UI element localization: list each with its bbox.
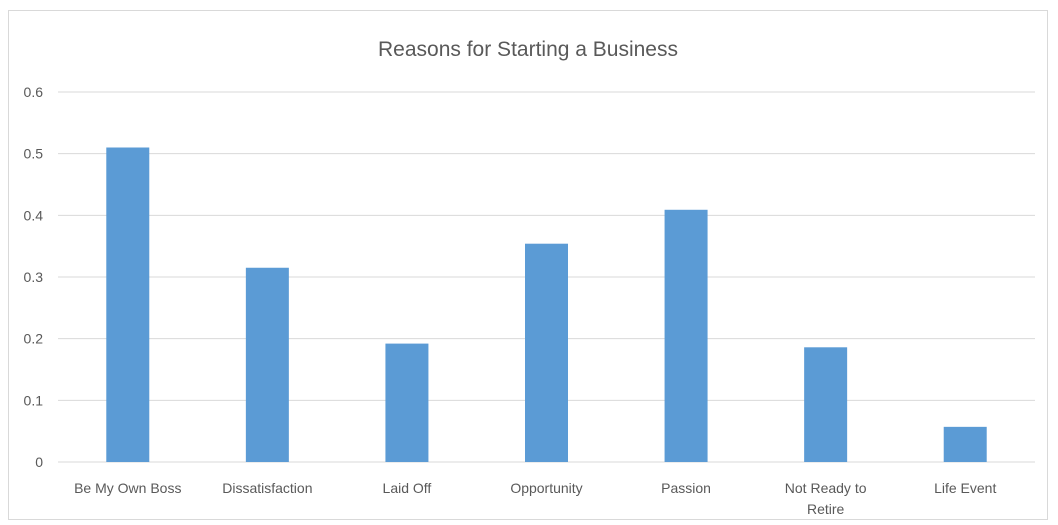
x-tick-label: Retire <box>807 501 845 517</box>
y-tick-label: 0.3 <box>24 269 44 285</box>
y-axis-ticks: 0 0.1 0.2 0.3 0.4 0.5 0.6 <box>24 84 44 470</box>
bar <box>385 343 429 462</box>
bar <box>664 209 708 462</box>
y-tick-label: 0.2 <box>24 331 44 347</box>
bar <box>943 426 987 462</box>
y-tick-label: 0.5 <box>24 146 44 162</box>
x-tick-label: Be My Own Boss <box>74 480 181 496</box>
x-tick-label: Dissatisfaction <box>222 480 312 496</box>
x-tick-label: Not Ready to <box>785 480 867 496</box>
y-tick-label: 0.1 <box>24 392 44 408</box>
x-tick-label: Laid Off <box>383 480 432 496</box>
bar <box>245 267 289 462</box>
gridlines <box>58 91 1035 463</box>
bars <box>106 147 987 462</box>
y-tick-label: 0 <box>35 454 43 470</box>
bar <box>106 147 150 462</box>
x-tick-label: Opportunity <box>510 480 582 496</box>
y-tick-label: 0.6 <box>24 84 44 100</box>
x-axis-labels: Be My Own Boss Dissatisfaction Laid Off Opp… <box>74 480 996 517</box>
y-tick-label: 0.4 <box>24 207 44 223</box>
x-tick-label: Passion <box>661 480 711 496</box>
x-tick-label: Life Event <box>934 480 996 496</box>
chart-title: Reasons for Starting a Business <box>378 38 678 61</box>
bar <box>804 347 848 462</box>
bar <box>525 243 568 462</box>
